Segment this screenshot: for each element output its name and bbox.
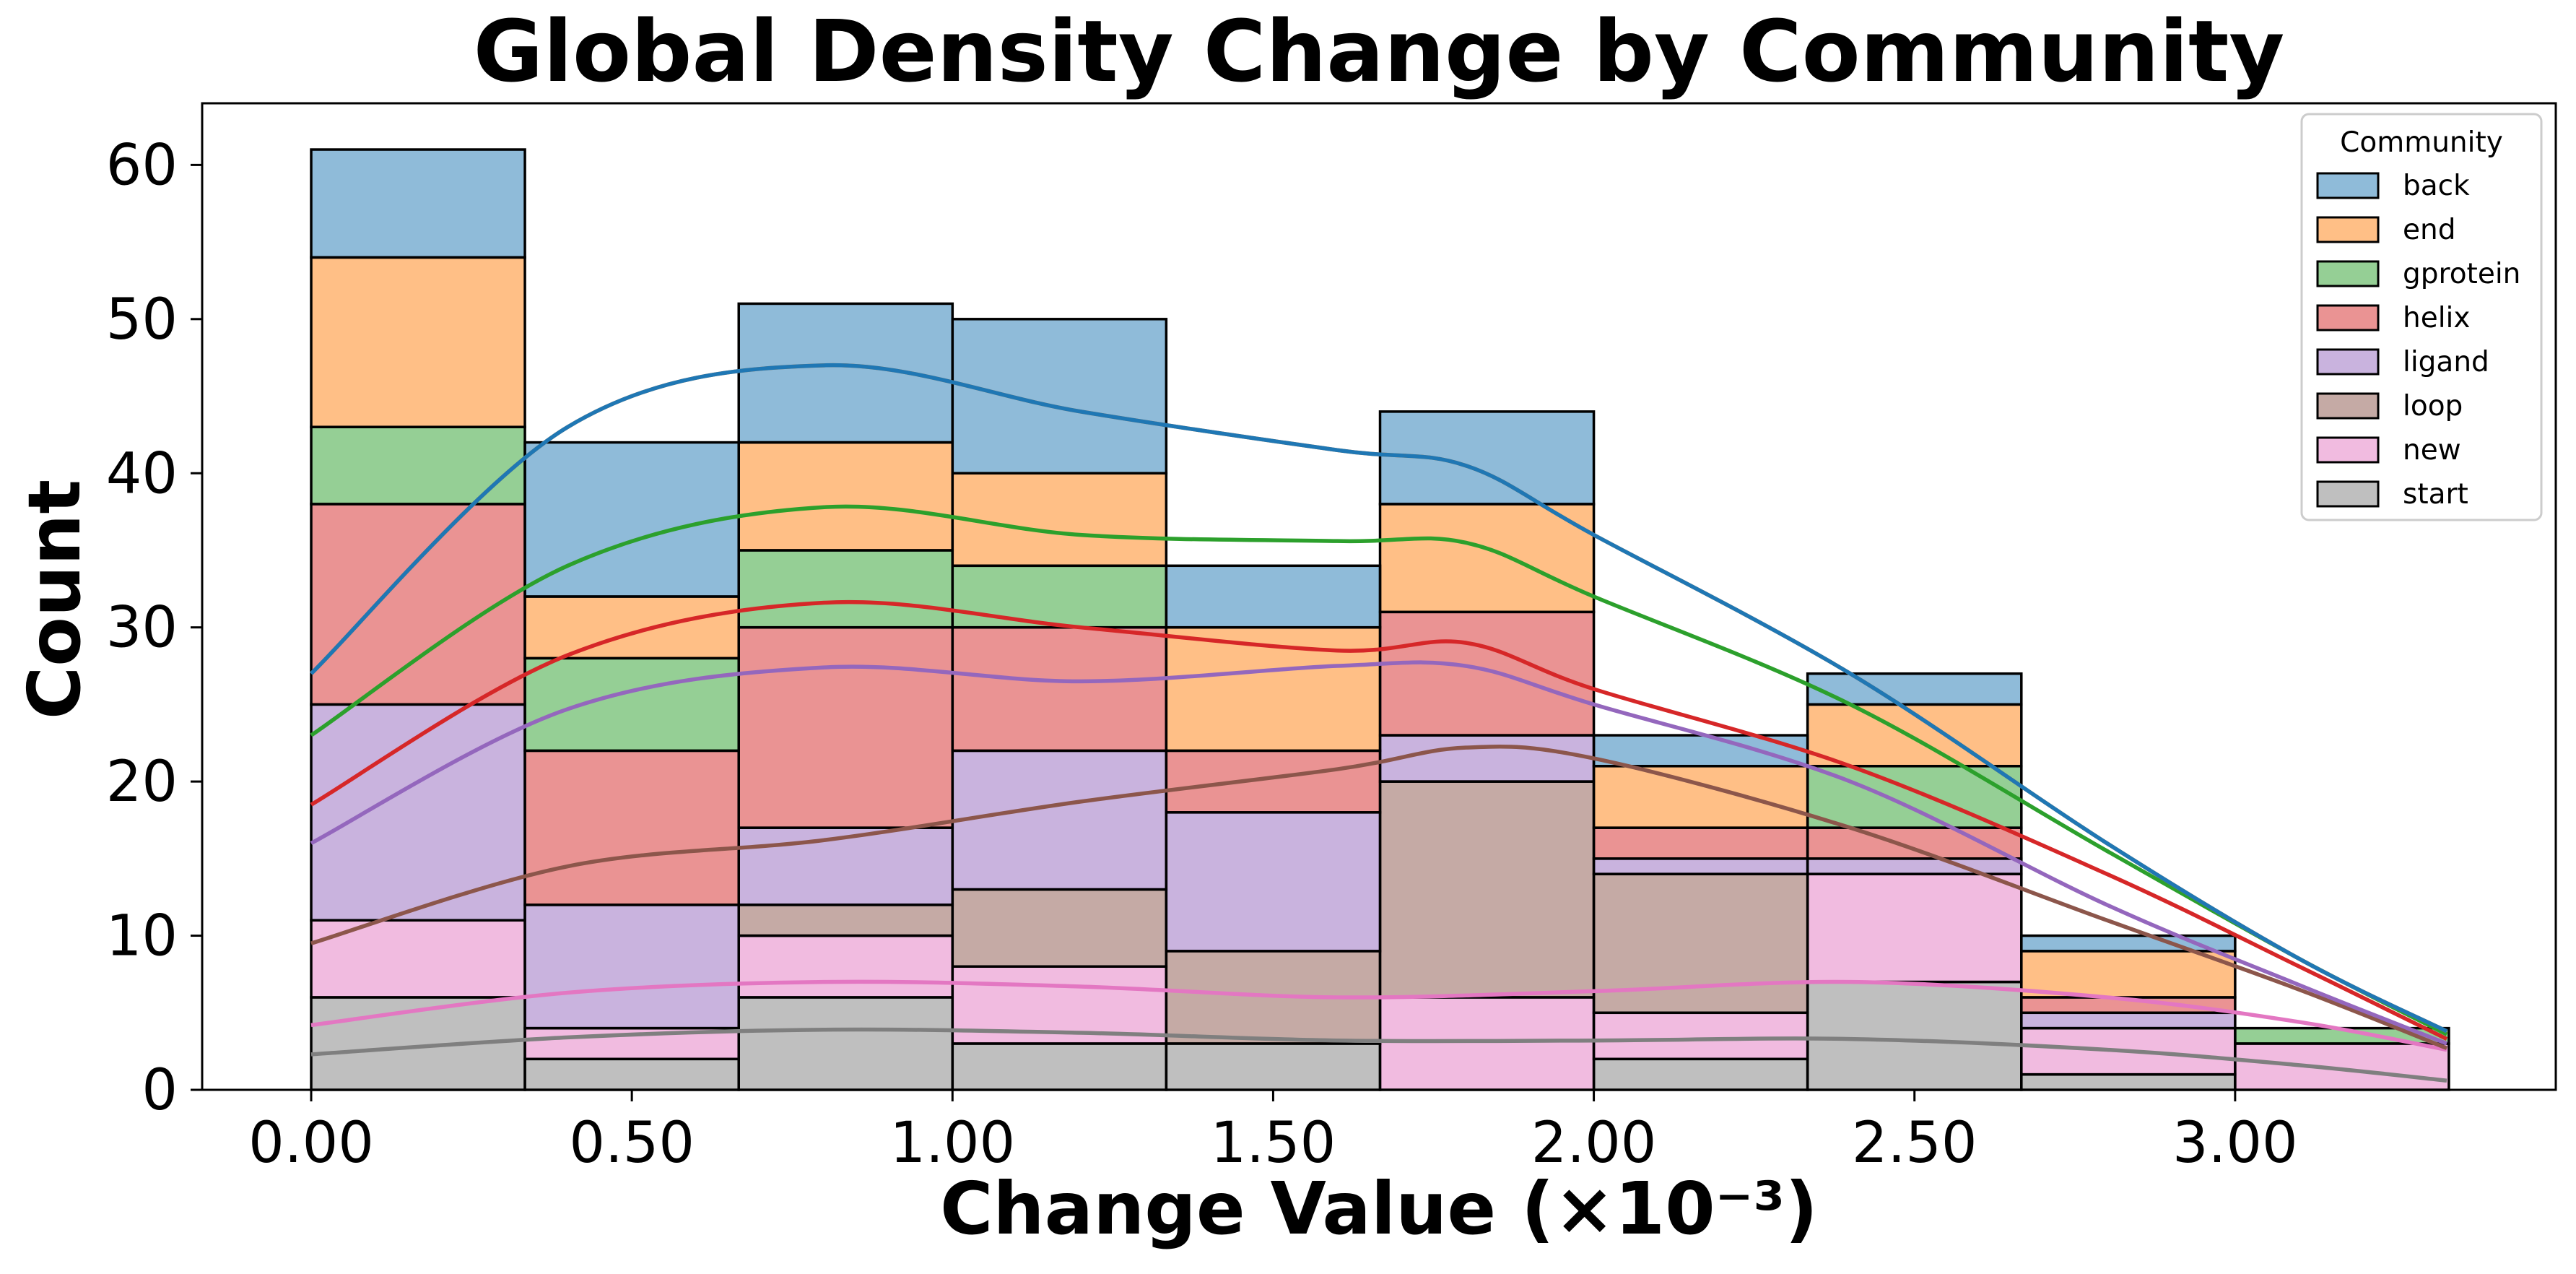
bar-ligand-bin-7 [1806, 857, 2023, 875]
kde-line-loop [310, 745, 2448, 1050]
bar-gprotein-bin-0 [310, 425, 526, 506]
bar-end-bin-0 [310, 256, 526, 428]
legend-swatch-gprotein [2316, 260, 2380, 287]
bar-start-bin-2 [737, 996, 954, 1091]
legend-title: Community [2340, 126, 2503, 159]
bar-new-bin-5 [1378, 996, 1596, 1091]
x-tick-label: 2.50 [1852, 1111, 1977, 1176]
bar-start-bin-8 [2020, 1072, 2237, 1091]
bar-loop-bin-2 [737, 904, 954, 937]
bar-back-bin-3 [951, 318, 1168, 474]
bar-end-bin-5 [1378, 503, 1596, 614]
x-axis-title: Change Value (×10⁻³) [940, 1166, 1818, 1251]
x-tick-label: 0.00 [248, 1111, 374, 1176]
bar-start-bin-1 [523, 1057, 740, 1091]
bar-back-bin-1 [523, 441, 740, 598]
bar-end-bin-3 [951, 472, 1168, 568]
kde-line-helix [310, 599, 2448, 1041]
legend-swatch-helix [2316, 304, 2380, 332]
y-tick-label: 20 [106, 750, 178, 815]
bar-ligand-bin-4 [1165, 811, 1382, 953]
x-tick-label: 1.00 [889, 1111, 1015, 1176]
bar-ligand-bin-5 [1378, 734, 1596, 783]
bar-ligand-bin-8 [2020, 1011, 2237, 1030]
bar-helix-bin-6 [1592, 826, 1809, 860]
bar-back-bin-0 [310, 148, 526, 259]
bar-loop-bin-3 [951, 888, 1168, 968]
chart-title: Global Density Change by Community [474, 1, 2285, 101]
legend-swatch-end [2316, 216, 2380, 243]
y-tick-label: 0 [142, 1058, 178, 1123]
y-tick-label: 30 [106, 596, 178, 661]
bar-helix-bin-2 [737, 625, 954, 829]
bar-end-bin-8 [2020, 950, 2237, 999]
bar-ligand-bin-2 [737, 826, 954, 906]
x-tick-label: 1.50 [1211, 1111, 1336, 1176]
bar-start-bin-6 [1592, 1057, 1809, 1091]
kde-line-back [310, 363, 2448, 1034]
legend-items: back end gprotein helix ligand loop new start [2316, 170, 2520, 511]
bar-helix-bin-0 [310, 503, 526, 706]
y-tick-label: 50 [106, 287, 178, 352]
legend-label-ligand: ligand [2403, 346, 2489, 378]
x-tick-label: 0.50 [569, 1111, 695, 1176]
bar-gprotein-bin-1 [523, 656, 740, 753]
bar-ligand-bin-6 [1592, 857, 1809, 875]
x-tick-label: 2.00 [1531, 1111, 1657, 1176]
bar-end-bin-6 [1592, 765, 1809, 829]
kde-line-new [310, 979, 2447, 1052]
bar-start-bin-3 [951, 1042, 1168, 1091]
bar-helix-bin-7 [1806, 826, 2023, 860]
bar-gprotein-bin-2 [737, 549, 954, 629]
bar-loop-bin-5 [1378, 780, 1596, 999]
y-tick-label: 10 [106, 904, 178, 969]
legend-label-gprotein: gprotein [2403, 258, 2520, 290]
bar-start-bin-4 [1165, 1042, 1382, 1091]
kde-line-start [310, 1027, 2447, 1083]
bar-start-bin-7 [1806, 980, 2023, 1091]
kde-layer [310, 363, 2448, 1083]
legend-swatch-loop [2316, 392, 2380, 420]
y-tick-label: 40 [106, 441, 178, 506]
bar-helix-bin-4 [1165, 749, 1382, 814]
x-axis-ticks: 0.00 0.50 1.00 1.50 2.00 2.50 3.00 [248, 1090, 2298, 1176]
bars-layer [310, 148, 2450, 1091]
x-tick-label: 3.00 [2172, 1111, 2298, 1176]
bar-ligand-bin-3 [951, 749, 1168, 891]
legend-label-new: new [2403, 434, 2461, 467]
bar-helix-bin-5 [1378, 610, 1596, 737]
legend-label-end: end [2403, 214, 2455, 246]
legend-label-back: back [2403, 170, 2470, 202]
bar-back-bin-2 [737, 302, 954, 444]
bar-ligand-bin-1 [523, 904, 740, 1030]
kde-line-gprotein [310, 504, 2448, 1036]
legend-swatch-new [2316, 436, 2380, 464]
legend-label-start: start [2403, 478, 2468, 511]
legend-swatch-back [2316, 172, 2380, 199]
plot-frame [201, 102, 2557, 1091]
bar-helix-bin-3 [951, 625, 1168, 753]
legend-swatch-ligand [2316, 348, 2380, 376]
bar-end-bin-2 [737, 441, 954, 552]
bar-new-bin-7 [1806, 872, 2023, 984]
bar-new-bin-9 [2234, 1042, 2450, 1091]
bar-new-bin-6 [1592, 1011, 1809, 1061]
legend-swatch-start [2316, 480, 2380, 508]
bar-back-bin-4 [1165, 564, 1382, 629]
y-axis-title: Count [12, 480, 97, 719]
legend-label-helix: helix [2403, 302, 2470, 334]
legend-label-loop: loop [2403, 390, 2463, 422]
kde-line-ligand [310, 660, 2448, 1046]
bar-gprotein-bin-3 [951, 564, 1168, 629]
bar-new-bin-2 [737, 934, 954, 999]
bar-back-bin-8 [2020, 934, 2237, 953]
y-tick-label: 60 [106, 133, 178, 198]
legend: Community back end gprotein helix ligand loop… [2300, 113, 2543, 521]
bar-helix-bin-1 [523, 749, 740, 906]
y-axis-ticks: 0 10 20 30 40 50 60 [106, 133, 202, 1123]
bar-end-bin-1 [523, 595, 740, 660]
